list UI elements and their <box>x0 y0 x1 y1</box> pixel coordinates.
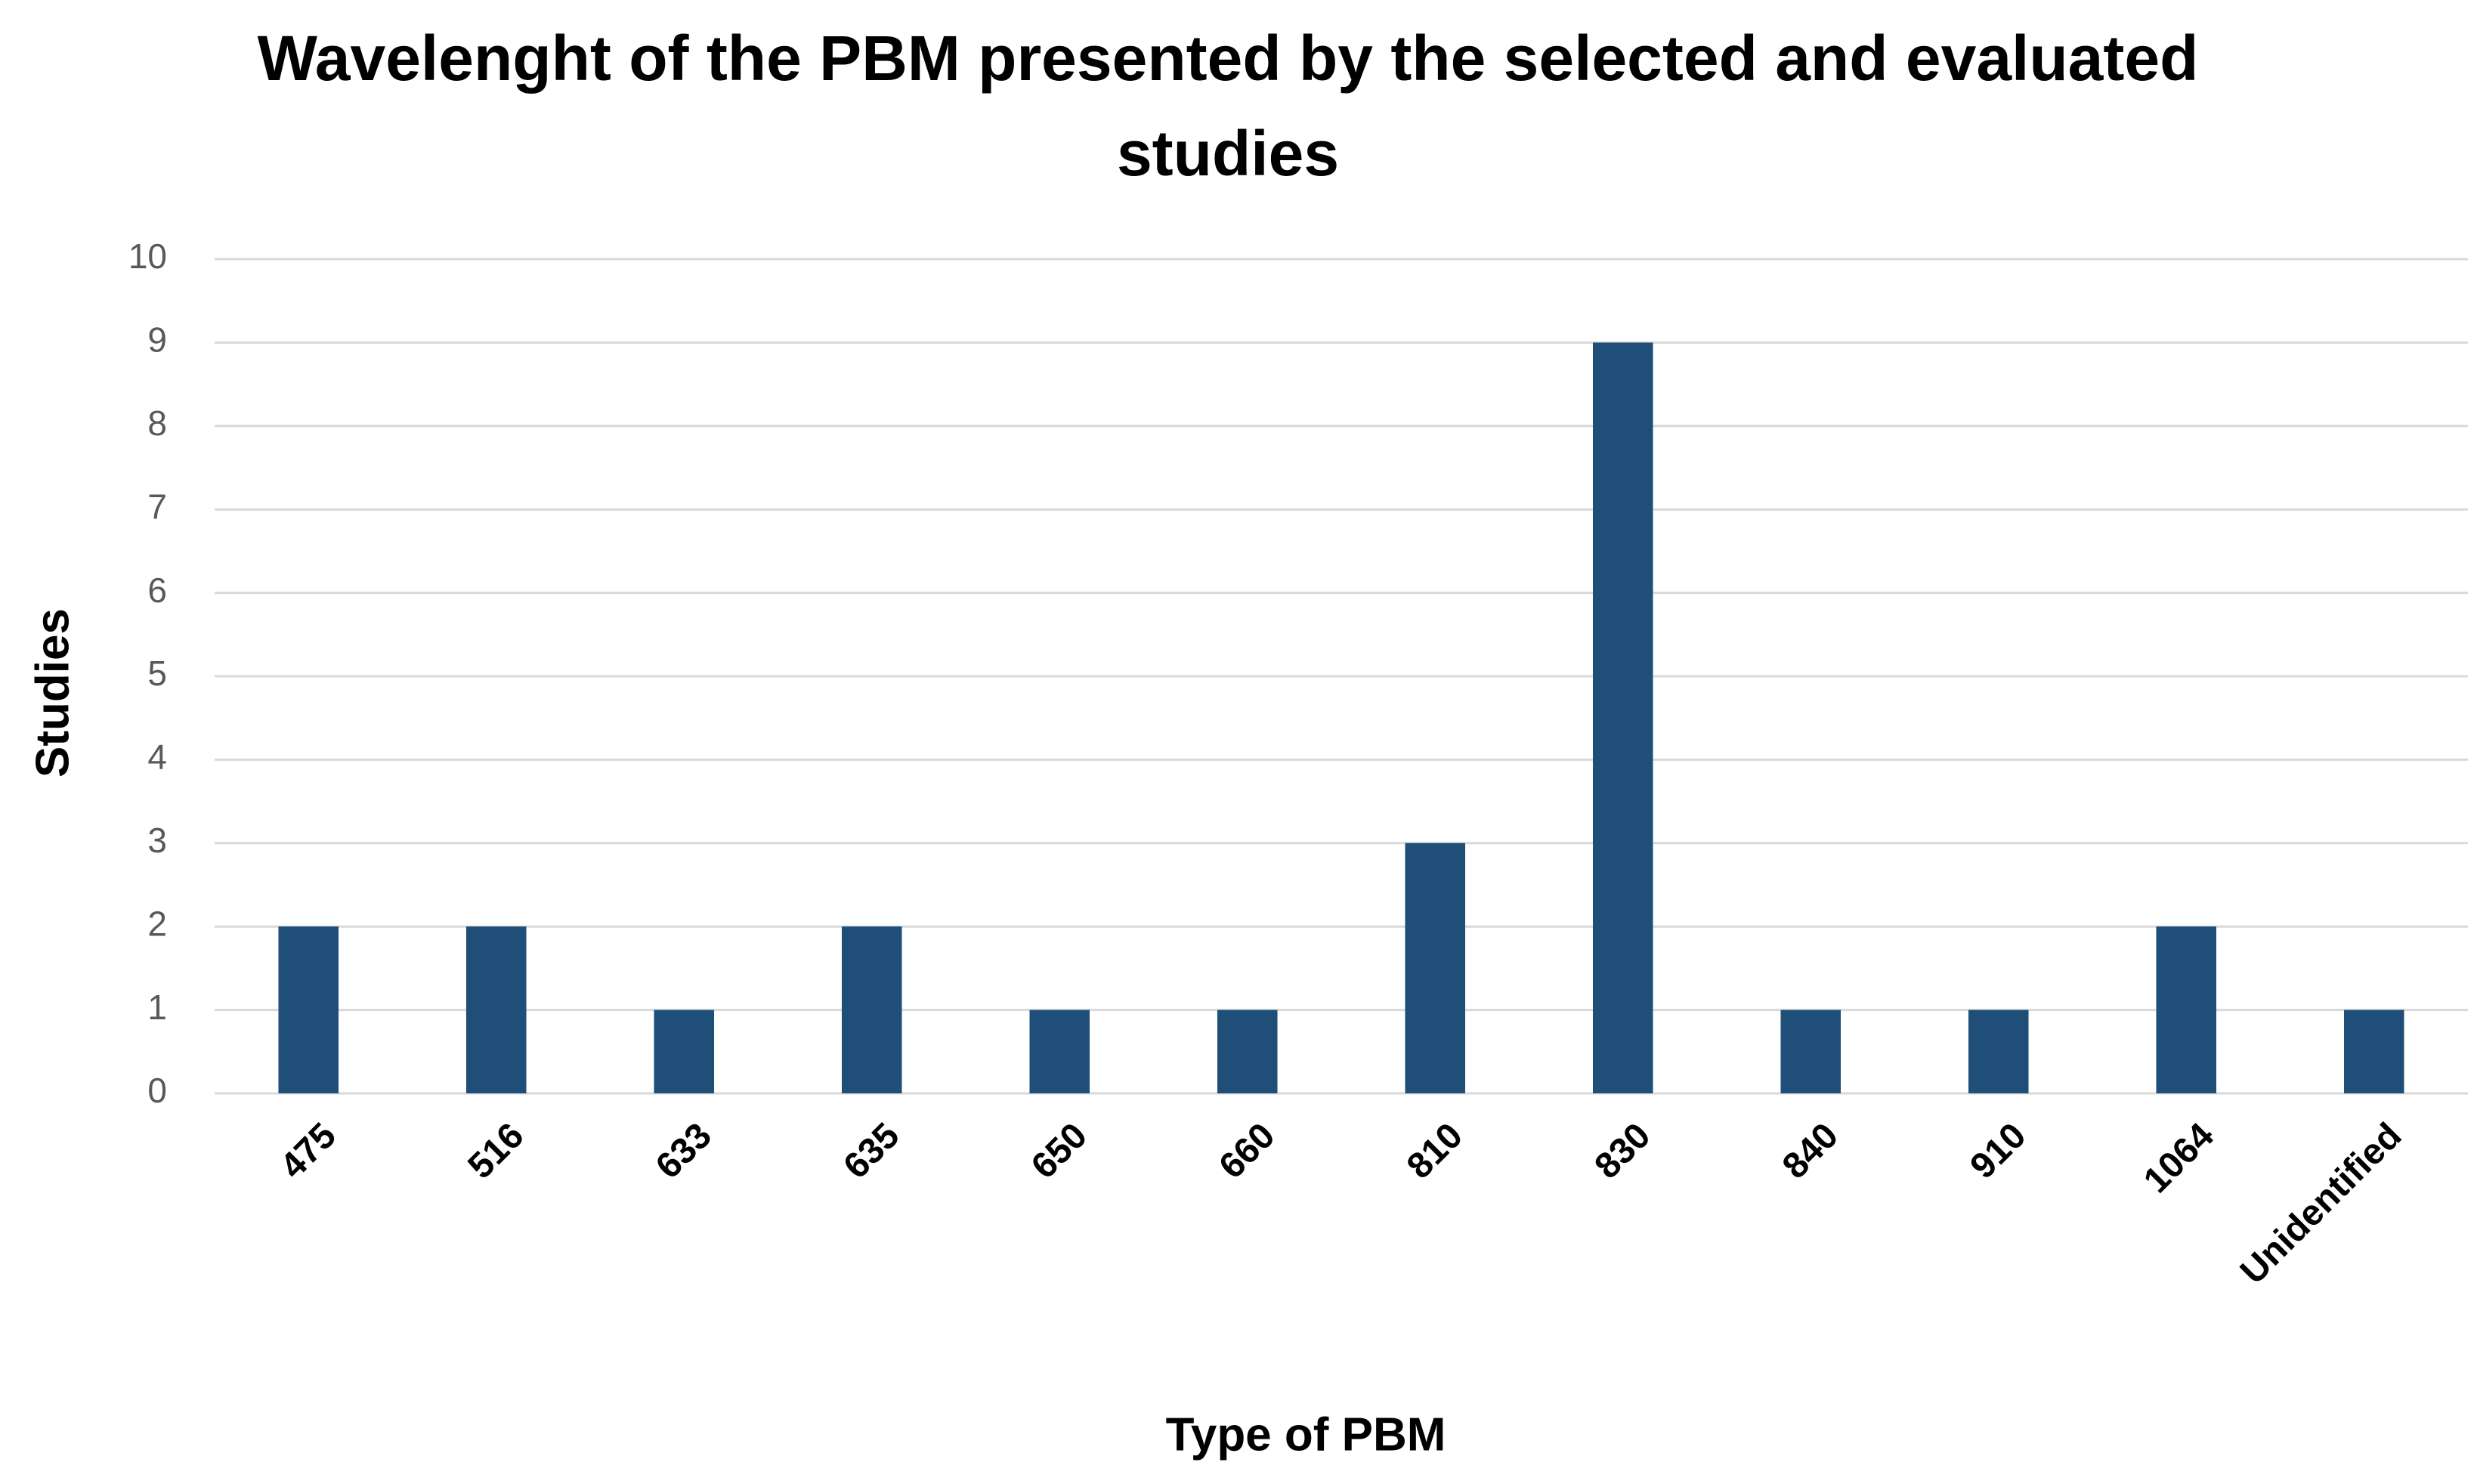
x-tick-label: 660 <box>1211 1115 1282 1186</box>
bar <box>1217 1009 1278 1093</box>
y-tick-label: 9 <box>147 320 167 360</box>
y-tick-label: 8 <box>147 403 167 443</box>
x-tick-label: 475 <box>273 1115 344 1186</box>
bar <box>465 926 527 1093</box>
chart-title: Wavelenght of the PBM presented by the s… <box>257 23 2199 189</box>
bar <box>1029 1009 1090 1093</box>
x-axis-title: Type of PBM <box>1166 1408 1446 1461</box>
bar <box>278 926 339 1093</box>
x-tick-label: 650 <box>1024 1115 1095 1186</box>
bar <box>2343 1009 2404 1093</box>
x-tick-label: 830 <box>1587 1115 1658 1186</box>
y-tick-label: 10 <box>128 237 167 276</box>
y-tick-label: 4 <box>147 737 167 777</box>
y-tick-label: 5 <box>147 654 167 693</box>
x-tick-label: 633 <box>648 1115 719 1186</box>
bar <box>2156 926 2217 1093</box>
x-tick-label: 635 <box>836 1115 907 1186</box>
x-tick-label: 910 <box>1962 1115 2033 1186</box>
x-tick-label: 810 <box>1399 1115 1470 1186</box>
y-tick-label: 0 <box>147 1071 167 1110</box>
y-tick-label: 7 <box>147 487 167 526</box>
y-tick-label: 6 <box>147 570 167 610</box>
y-tick-label: 3 <box>147 821 167 860</box>
bar <box>1405 842 1466 1093</box>
bar <box>1968 1009 2029 1093</box>
y-tick-label: 1 <box>147 988 167 1027</box>
x-tick-label: 1064 <box>2136 1115 2222 1201</box>
x-tick-label: 840 <box>1775 1115 1846 1186</box>
y-tick-label: 2 <box>147 904 167 943</box>
x-tick-label: Unidentified <box>2233 1115 2410 1292</box>
bar <box>654 1009 715 1093</box>
x-tick-label: 516 <box>460 1115 531 1186</box>
bar <box>1780 1009 1842 1093</box>
y-axis-title: Studies <box>26 608 79 778</box>
bar <box>841 926 902 1093</box>
bar <box>1592 342 1653 1093</box>
